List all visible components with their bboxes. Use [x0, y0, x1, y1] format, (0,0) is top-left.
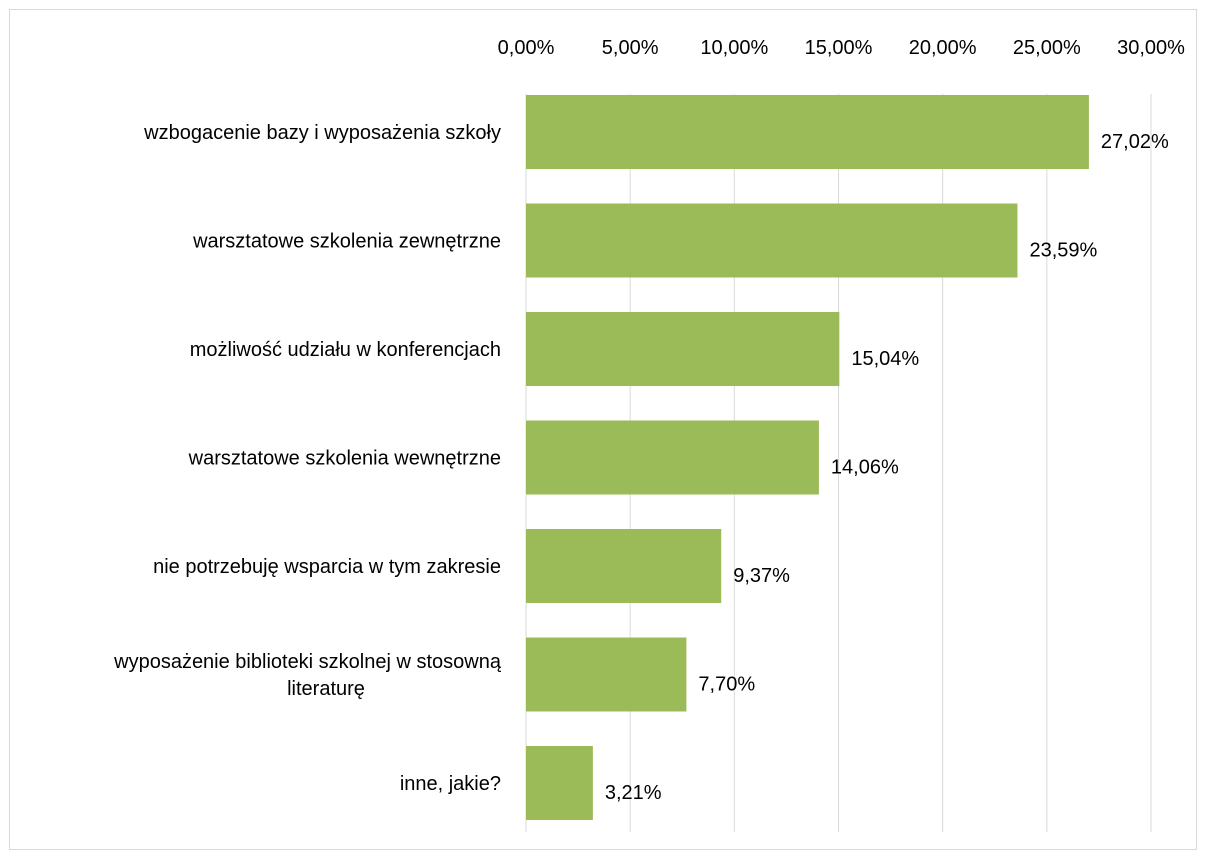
category-label: warsztatowe szkolenia zewnętrzne	[192, 231, 501, 253]
x-tick-label: 15,00%	[805, 37, 873, 59]
x-tick-label: 20,00%	[909, 37, 977, 59]
category-label: warsztatowe szkolenia wewnętrzne	[188, 448, 501, 470]
value-label: 27,02%	[1101, 131, 1169, 153]
value-label: 9,37%	[733, 565, 790, 587]
value-label: 23,59%	[1029, 240, 1097, 262]
bar	[526, 529, 722, 603]
x-tick-label: 30,00%	[1117, 37, 1185, 59]
value-label: 14,06%	[831, 457, 899, 479]
category-label: inne, jakie?	[400, 773, 501, 795]
category-label: nie potrzebuję wsparcia w tym zakresie	[153, 556, 501, 578]
bar	[526, 95, 1089, 169]
category-label: możliwość udziału w konferencjach	[190, 339, 501, 361]
x-tick-label: 5,00%	[602, 37, 659, 59]
category-label: wyposażenie biblioteki szkolnej w stosow…	[113, 651, 502, 673]
category-labels: wzbogacenie bazy i wyposażenia szkoły war…	[113, 122, 502, 795]
bar	[526, 746, 593, 820]
bars	[526, 95, 1089, 820]
value-label: 3,21%	[605, 782, 662, 804]
x-tick-label: 10,00%	[700, 37, 768, 59]
bar	[526, 637, 687, 712]
x-tick-label: 25,00%	[1013, 37, 1081, 59]
category-label: literaturę	[287, 678, 365, 700]
bar	[526, 203, 1018, 278]
x-axis-tick-labels: 0,00% 5,00% 10,00% 15,00% 20,00% 25,00% 30,00%	[498, 37, 1185, 59]
value-label: 15,04%	[851, 348, 919, 370]
value-labels: 27,02% 23,59% 15,04% 14,06% 9,37% 7,70% 3,21%	[605, 131, 1169, 804]
category-label: wzbogacenie bazy i wyposażenia szkoły	[143, 122, 501, 144]
x-tick-label: 0,00%	[498, 37, 555, 59]
value-label: 7,70%	[698, 674, 755, 696]
bar	[526, 420, 819, 495]
bar	[526, 312, 840, 386]
